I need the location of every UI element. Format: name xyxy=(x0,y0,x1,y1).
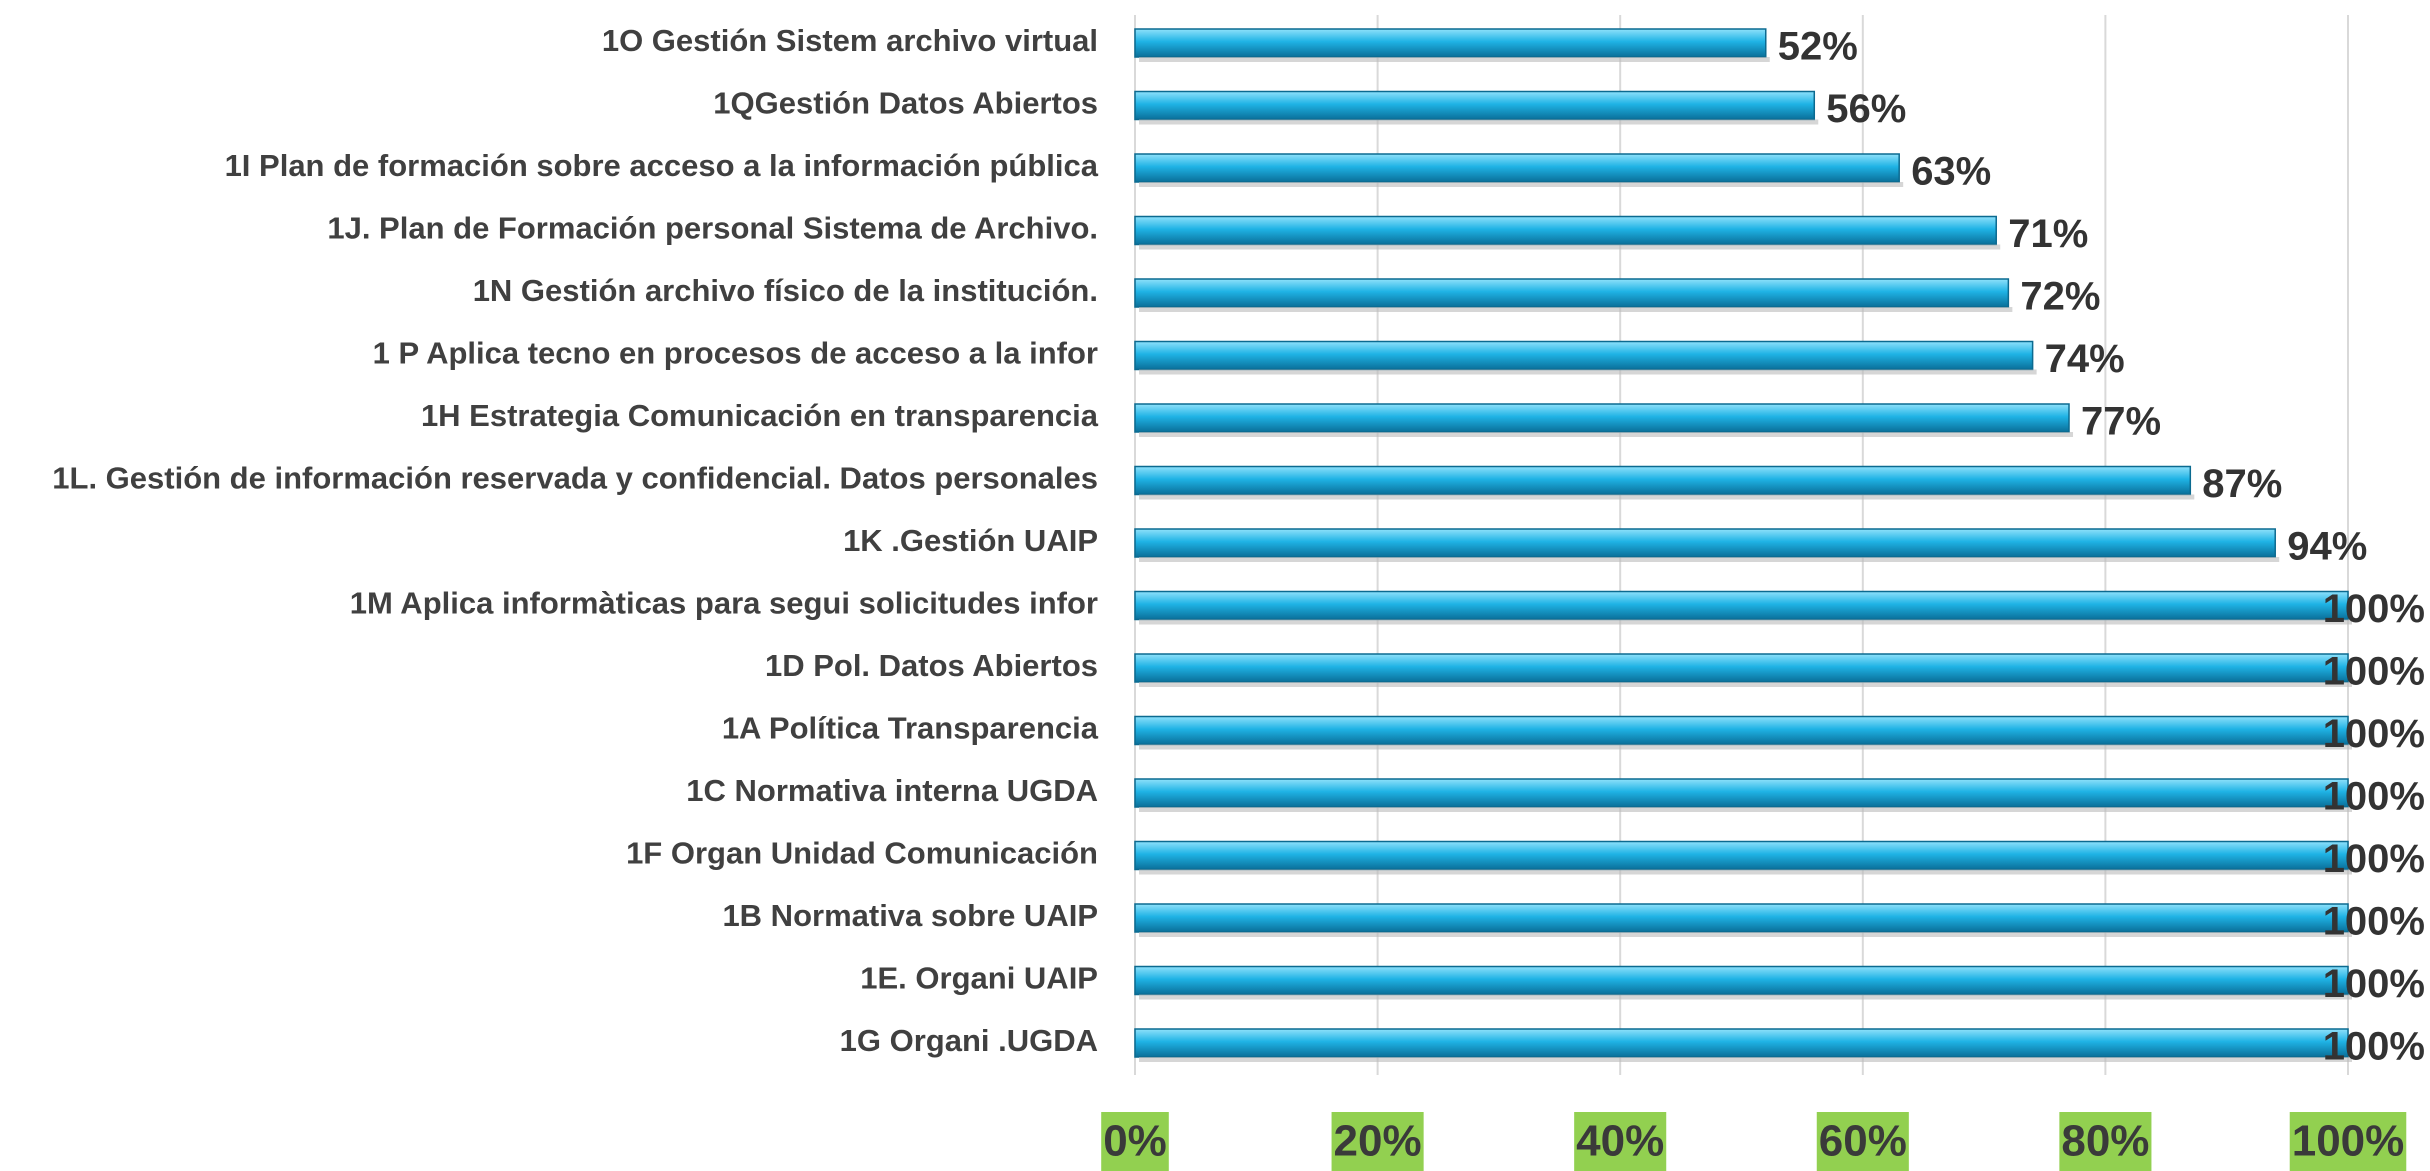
data-label: 100% xyxy=(2323,775,2425,819)
bar xyxy=(1134,403,2070,433)
x-tick-background xyxy=(1574,1112,1667,1171)
y-tick-label: 1H Estrategia Comunicación en transparen… xyxy=(421,398,1099,433)
data-label: 74% xyxy=(2045,337,2125,381)
bar xyxy=(1134,340,2034,371)
y-tick-label: 1G Organi .UGDA xyxy=(840,1023,1098,1058)
bar xyxy=(1134,90,1816,121)
y-tick-label: 1L. Gestión de información reservada y c… xyxy=(52,461,1098,496)
y-tick-label: 1O Gestión Sistem archivo virtual xyxy=(602,23,1098,58)
bar-shadow xyxy=(1139,494,2195,500)
bar xyxy=(1134,28,1767,58)
data-label: 100% xyxy=(2323,1025,2425,1069)
data-label: 77% xyxy=(2081,400,2161,444)
x-tick-label: 40% xyxy=(1576,1117,1664,1166)
bar-shadow xyxy=(1139,932,2352,937)
x-tick-label: 20% xyxy=(1334,1117,1422,1166)
data-label: 71% xyxy=(2008,212,2088,256)
y-tick-label: 1 P Aplica tecno en procesos de acceso a… xyxy=(373,336,1098,371)
data-label: 100% xyxy=(2323,900,2425,944)
bar xyxy=(1134,590,2349,621)
bar-shadow xyxy=(1139,994,2352,1000)
y-tick-label: 1J. Plan de Formación personal Sistema d… xyxy=(327,211,1098,246)
x-tick-label: 0% xyxy=(1103,1117,1167,1166)
data-label: 52% xyxy=(1778,25,1858,69)
x-tick-background xyxy=(2059,1112,2152,1171)
bar-shadow xyxy=(1139,619,2352,625)
bar xyxy=(1134,465,2192,496)
bar-shadow xyxy=(1139,119,1819,125)
data-label: 56% xyxy=(1826,87,1906,131)
y-tick-label: 1M Aplica informàticas para segui solici… xyxy=(350,586,1098,621)
data-label: 100% xyxy=(2323,962,2425,1006)
y-tick-label: 1E. Organi UAIP xyxy=(860,961,1098,996)
bar xyxy=(1134,153,1900,183)
bar xyxy=(1134,528,2276,558)
bar-shadow xyxy=(1139,869,2352,875)
bar-shadow xyxy=(1139,557,2280,562)
bar xyxy=(1134,840,2349,871)
data-label: 100% xyxy=(2323,650,2425,694)
bar-shadow xyxy=(1139,307,2013,312)
bar-shadow xyxy=(1139,807,2352,812)
bar xyxy=(1134,278,2010,308)
bar xyxy=(1134,965,2349,996)
y-tick-label: 1QGestión Datos Abiertos xyxy=(713,86,1098,121)
x-tick-label: 100% xyxy=(2292,1117,2405,1166)
y-tick-label: 1C Normativa interna UGDA xyxy=(686,773,1098,808)
bar xyxy=(1134,778,2349,808)
bar-shadow xyxy=(1139,369,2037,375)
bar xyxy=(1134,1028,2349,1058)
y-tick-label: 1B Normativa sobre UAIP xyxy=(722,898,1098,933)
bar-shadow xyxy=(1139,744,2352,750)
bar-shadow xyxy=(1139,57,1770,62)
data-label: 94% xyxy=(2287,525,2367,569)
y-tick-label: 1I Plan de formación sobre acceso a la i… xyxy=(225,148,1099,183)
x-tick-label: 60% xyxy=(1819,1117,1907,1166)
y-tick-label: 1D Pol. Datos Abiertos xyxy=(765,648,1098,683)
bar-shadow xyxy=(1139,182,1904,187)
bar-shadow xyxy=(1139,432,2074,437)
data-label: 72% xyxy=(2020,275,2100,319)
bar-shadow xyxy=(1139,244,2001,250)
x-tick-background xyxy=(1816,1112,1909,1171)
data-label: 87% xyxy=(2202,462,2282,506)
bar-shadow xyxy=(1139,682,2352,687)
bar xyxy=(1134,715,2349,746)
x-tick-label: 80% xyxy=(2061,1117,2149,1166)
data-label: 100% xyxy=(2323,587,2425,631)
x-tick-background xyxy=(1101,1112,1169,1171)
y-tick-label: 1A Política Transparencia xyxy=(722,711,1099,746)
data-label: 100% xyxy=(2323,837,2425,881)
bar xyxy=(1134,653,2349,683)
bar xyxy=(1134,215,1997,246)
x-tick-background xyxy=(1331,1112,1424,1171)
bar xyxy=(1134,903,2349,933)
data-label: 63% xyxy=(1911,150,1991,194)
x-tick-background xyxy=(2289,1112,2407,1171)
y-tick-label: 1F Organ Unidad Comunicación xyxy=(626,836,1098,871)
data-label: 100% xyxy=(2323,712,2425,756)
bar-shadow xyxy=(1139,1057,2352,1062)
y-tick-label: 1N Gestión archivo físico de la instituc… xyxy=(473,273,1098,308)
y-tick-label: 1K .Gestión UAIP xyxy=(843,523,1098,558)
